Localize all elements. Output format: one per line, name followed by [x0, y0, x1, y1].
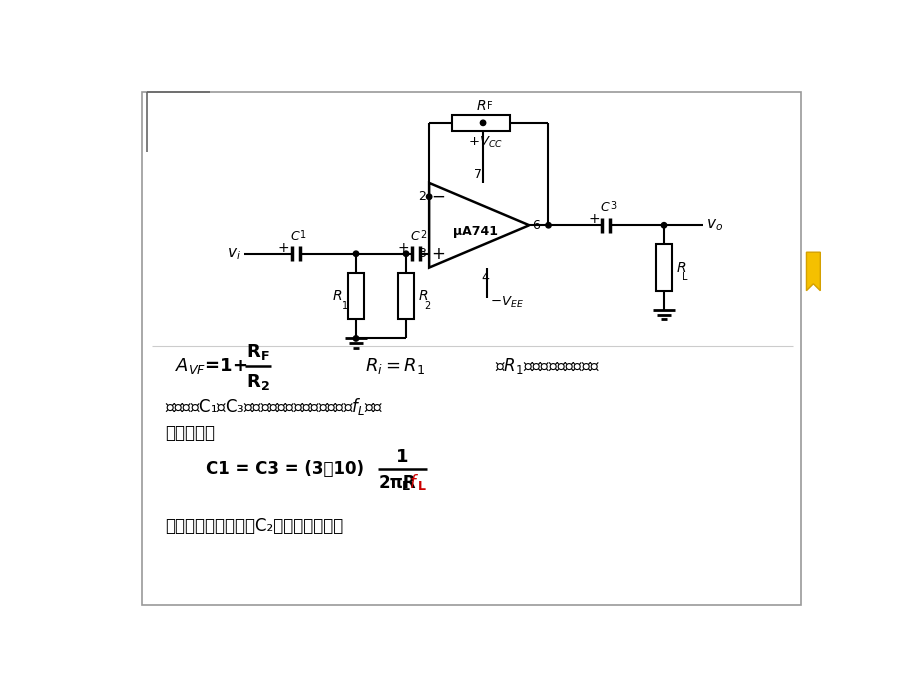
Text: −: − [431, 188, 445, 206]
Circle shape [545, 223, 550, 228]
Text: $A_{VF}$=1+: $A_{VF}$=1+ [175, 356, 247, 376]
Text: L: L [682, 273, 687, 282]
Text: +: + [278, 241, 289, 255]
Bar [398, 273, 414, 319]
Text: C1 = C3 = (3～10): C1 = C3 = (3～10) [206, 460, 363, 478]
Text: 反馈支路的隔直电容C₂一般取几微法。: 反馈支路的隔直电容C₂一般取几微法。 [165, 517, 343, 535]
Text: $v_o$: $v_o$ [705, 217, 721, 233]
Text: 6: 6 [532, 219, 539, 232]
Text: 4: 4 [481, 270, 489, 284]
Text: R: R [675, 261, 686, 275]
Circle shape [353, 336, 358, 341]
Text: 1: 1 [300, 230, 306, 240]
Text: C: C [289, 230, 299, 243]
Text: R: R [332, 289, 342, 303]
Text: 2: 2 [419, 230, 425, 240]
Text: $+V_{CC}$: $+V_{CC}$ [468, 135, 503, 150]
Bar [452, 115, 509, 130]
Text: 耦合电容C₁、C₃可根据交流放大器的下限频率$f_L$来确: 耦合电容C₁、C₃可根据交流放大器的下限频率$f_L$来确 [165, 395, 383, 417]
Text: μA741: μA741 [452, 225, 497, 238]
Circle shape [480, 120, 485, 126]
Text: +: + [587, 212, 599, 226]
Text: 3: 3 [418, 247, 425, 260]
Text: 1: 1 [342, 301, 348, 310]
Text: +: + [431, 245, 445, 263]
Text: 7: 7 [473, 168, 482, 181]
Text: L: L [418, 480, 425, 493]
Text: $\mathbf{R_2}$: $\mathbf{R_2}$ [246, 371, 270, 391]
Text: 2πR: 2πR [379, 474, 416, 492]
Text: 3: 3 [609, 201, 616, 211]
Text: $-V_{EE}$: $-V_{EE}$ [490, 295, 523, 310]
Polygon shape [428, 183, 528, 268]
Text: 1: 1 [395, 448, 408, 466]
Text: $v_i$: $v_i$ [226, 246, 240, 262]
Text: 2: 2 [418, 190, 425, 204]
Text: $R_i = R_1$: $R_i = R_1$ [364, 356, 424, 376]
Text: F: F [486, 101, 492, 110]
Text: 定，一般取: 定，一般取 [165, 424, 215, 442]
Text: R: R [418, 289, 427, 303]
Bar [655, 244, 671, 291]
Circle shape [353, 251, 358, 257]
Circle shape [403, 251, 408, 257]
Text: $f$: $f$ [409, 474, 419, 492]
Bar [348, 273, 363, 319]
Text: +: + [398, 241, 409, 255]
Text: R: R [476, 99, 485, 113]
Text: C: C [410, 230, 418, 243]
Text: L: L [401, 480, 409, 493]
Text: 2: 2 [424, 301, 430, 310]
Polygon shape [806, 253, 820, 290]
Text: $\mathbf{R_F}$: $\mathbf{R_F}$ [246, 342, 269, 362]
Text: C: C [600, 201, 608, 215]
Text: （$R_1$一般取几十千欧。）: （$R_1$一般取几十千欧。） [494, 356, 599, 376]
Circle shape [426, 194, 431, 199]
Circle shape [661, 223, 666, 228]
